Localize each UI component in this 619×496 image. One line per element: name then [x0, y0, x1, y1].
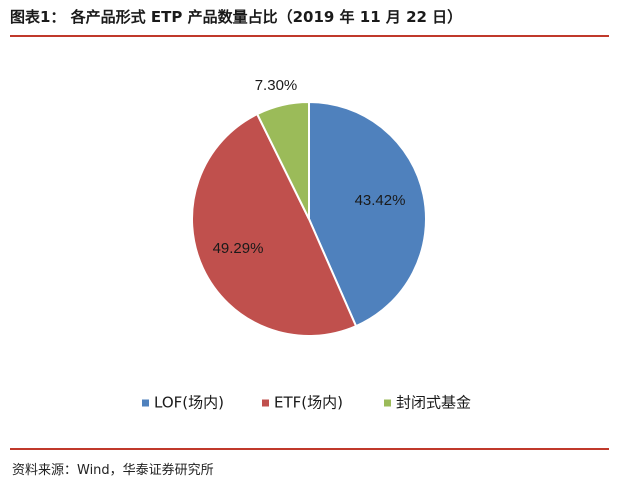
- legend-label: LOF(场内): [154, 394, 224, 412]
- figure-title: 图表1： 各产品形式 ETP 产品数量占比（2019 年 11 月 22 日）: [10, 8, 463, 26]
- source-note: 资料来源：Wind，华泰证券研究所: [12, 463, 214, 478]
- pie-slice: [255, 100, 310, 220]
- footer-divider: [10, 448, 609, 450]
- pie-chart: 43.42% 49.29% 7.30% LOF(场内) ETF(场内) 封闭式基金: [142, 77, 471, 412]
- pie-slice: [191, 112, 358, 337]
- legend-label: ETF(场内): [274, 394, 343, 412]
- pie-slices: [191, 100, 427, 337]
- pie-slice: [308, 100, 427, 328]
- legend-item: 封闭式基金: [384, 394, 471, 412]
- legend-swatch: [262, 399, 269, 407]
- slice-data-label: 49.29%: [213, 240, 264, 257]
- legend-item: ETF(场内): [262, 394, 343, 412]
- title-divider: [10, 35, 609, 37]
- legend-label: 封闭式基金: [396, 394, 471, 412]
- legend-item: LOF(场内): [142, 394, 224, 412]
- slice-data-label: 7.30%: [255, 77, 298, 94]
- pie-data-labels: 43.42% 49.29% 7.30%: [213, 77, 406, 257]
- slice-data-label: 43.42%: [355, 192, 406, 209]
- legend-swatch: [384, 399, 391, 407]
- legend-swatch: [142, 399, 149, 407]
- chart-legend: LOF(场内) ETF(场内) 封闭式基金: [142, 394, 471, 412]
